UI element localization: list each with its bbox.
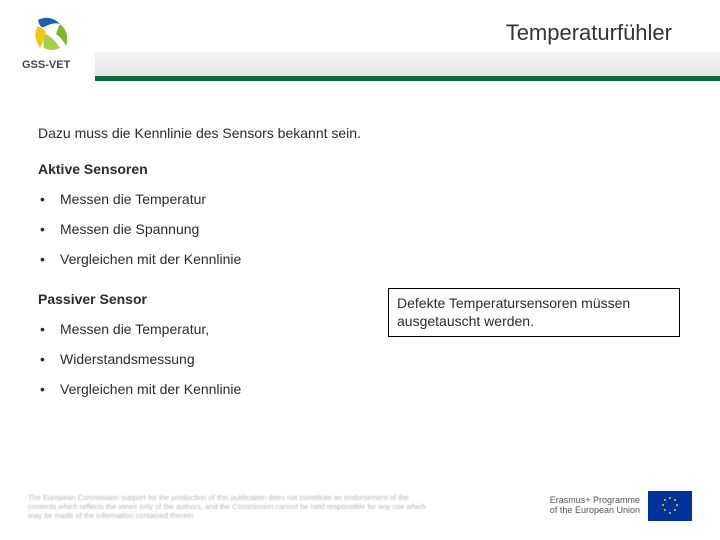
note-box: Defekte Temperatursensoren müssen ausget… [388, 288, 680, 337]
slide-content: Dazu muss die Kennlinie des Sensors beka… [0, 95, 720, 397]
page-title: Temperaturfühler [506, 20, 672, 46]
section1-list: Messen die Temperatur Messen die Spannun… [38, 191, 682, 267]
footer-right: Erasmus+ Programme of the European Union [550, 491, 692, 521]
section1-heading: Aktive Sensoren [38, 161, 682, 177]
intro-text: Dazu muss die Kennlinie des Sensors beka… [38, 125, 682, 141]
header-underline [95, 76, 720, 81]
erasmus-text: Erasmus+ Programme of the European Union [550, 496, 640, 516]
funded-line2: of the European Union [550, 506, 640, 516]
list-item: Messen die Spannung [38, 221, 682, 237]
list-item: Vergleichen mit der Kennlinie [38, 381, 682, 397]
disclaimer-text: The European Commission support for the … [28, 493, 428, 520]
list-item: Widerstandsmessung [38, 351, 682, 367]
list-item: Messen die Temperatur [38, 191, 682, 207]
eu-flag-icon [648, 491, 692, 521]
header-bar [95, 52, 720, 76]
gss-vet-logo: GSS-VET [18, 12, 90, 84]
slide-header: GSS-VET Temperaturfühler [0, 0, 720, 95]
svg-text:GSS-VET: GSS-VET [22, 59, 71, 71]
list-item: Vergleichen mit der Kennlinie [38, 251, 682, 267]
slide-footer: The European Commission support for the … [0, 482, 720, 530]
